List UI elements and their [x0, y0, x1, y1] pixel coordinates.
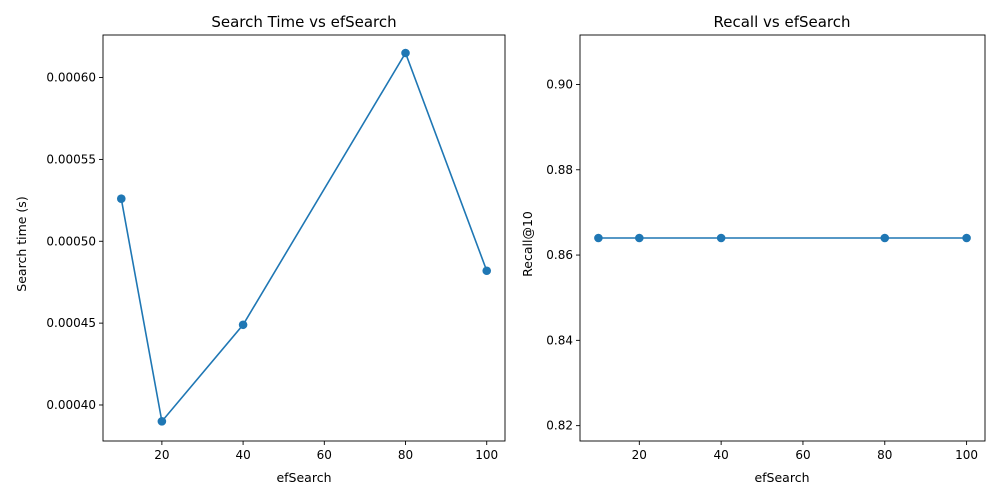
data-point	[635, 233, 644, 243]
ticks: 20 40 60 80 100 0.00040 0.00045 0.00050 0.00055 0…	[46, 71, 498, 462]
x-tick-label: 40	[235, 448, 250, 462]
x-tick-label: 40	[713, 448, 728, 462]
data-point	[157, 417, 167, 426]
y-tick-label: 0.84	[546, 333, 573, 347]
plot-frame	[102, 34, 506, 442]
data-point	[238, 320, 248, 330]
y-tick-label: 0.00060	[46, 71, 96, 85]
x-tick-label: 60	[317, 448, 332, 462]
y-tick-label: 0.82	[546, 419, 573, 433]
chart-title: Recall vs efSearch	[713, 13, 850, 31]
data-point	[482, 266, 492, 276]
y-tick-label: 0.00040	[46, 398, 96, 412]
series	[594, 233, 971, 243]
y-tick-label: 0.00055	[46, 152, 96, 166]
x-tick-label: 80	[877, 448, 892, 462]
data-point	[401, 48, 410, 58]
y-tick-label: 0.00050	[46, 234, 96, 248]
x-tick-label: 20	[154, 448, 169, 462]
y-tick-label: 0.90	[546, 77, 573, 91]
x-axis-label: efSearch	[276, 470, 331, 485]
x-tick-label: 20	[632, 448, 647, 462]
data-point	[962, 233, 971, 243]
y-axis-label: Recall@10	[520, 211, 535, 277]
x-tick-label: 100	[475, 448, 498, 462]
x-tick-label: 100	[955, 448, 978, 462]
plot-frame	[579, 34, 986, 442]
x-tick-label: 80	[398, 448, 413, 462]
data-point	[594, 233, 603, 243]
data-point	[716, 233, 726, 243]
data-point	[116, 194, 126, 204]
y-tick-label: 0.86	[546, 248, 573, 262]
x-axis-label: efSearch	[754, 470, 809, 485]
y-axis-label: Search time (s)	[14, 196, 29, 291]
y-tick-label: 0.00045	[46, 316, 96, 330]
search-time-chart: Search Time vs efSearch efSearch Search …	[14, 13, 506, 485]
data-point	[880, 233, 890, 243]
ticks: 20 40 60 80 100 0.82 0.84 0.86 0.88 0.90	[546, 77, 978, 462]
series	[116, 48, 492, 426]
chart-title: Search Time vs efSearch	[211, 13, 396, 31]
y-tick-label: 0.88	[546, 163, 573, 177]
recall-chart: Recall vs efSearch efSearch Recall@10 20…	[520, 13, 986, 485]
x-tick-label: 60	[795, 448, 810, 462]
